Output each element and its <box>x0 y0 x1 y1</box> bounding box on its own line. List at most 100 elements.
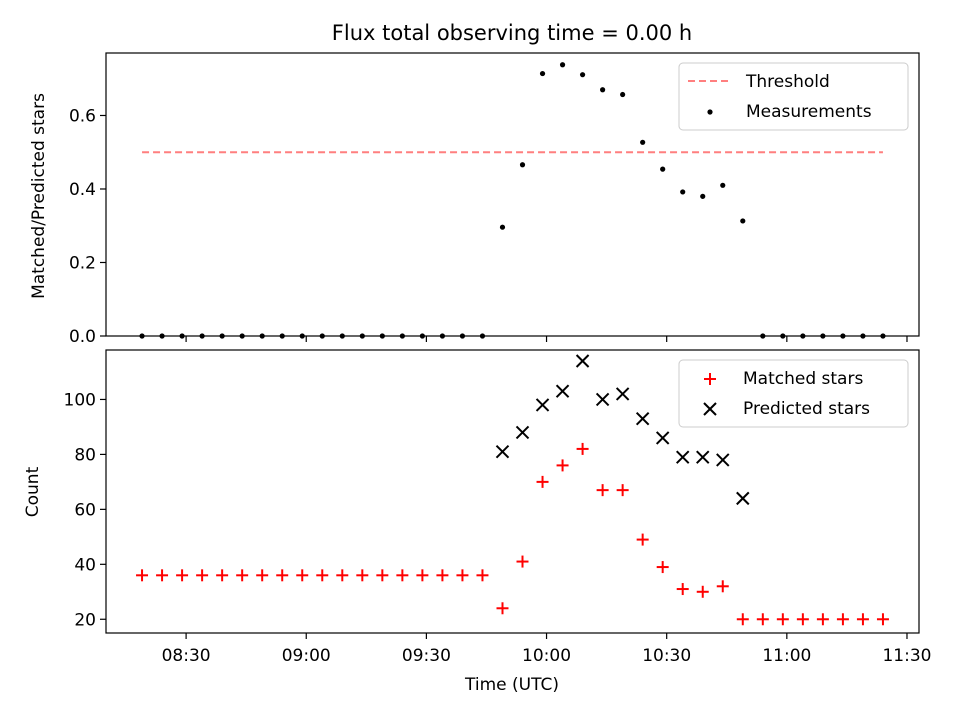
top-y-tick-label: 0.4 <box>69 180 96 200</box>
matched-star-point <box>196 569 209 582</box>
matched-star-point <box>556 459 569 472</box>
matched-star-point <box>776 613 789 626</box>
measurement-point <box>720 182 726 188</box>
matched-star-point <box>816 613 829 626</box>
bottom-y-tick-label: 80 <box>74 445 96 465</box>
matched-star-point <box>236 569 249 582</box>
matched-star-point <box>656 561 669 574</box>
top-y-tick-label: 0.2 <box>69 253 96 273</box>
x-tick-label: 11:30 <box>882 646 931 666</box>
x-tick-label: 11:00 <box>762 646 811 666</box>
matched-star-point <box>376 569 389 582</box>
x-tick-label: 08:30 <box>162 646 211 666</box>
matched-star-point <box>876 613 889 626</box>
legend-threshold-label: Threshold <box>745 72 830 92</box>
predicted-star-point <box>575 354 590 368</box>
matched-star-point <box>756 613 769 626</box>
matched-star-point <box>716 580 729 593</box>
measurement-point <box>539 70 546 77</box>
measurement-point <box>600 87 606 93</box>
matched-star-point <box>396 569 409 582</box>
legend-matched-swatch <box>704 373 716 385</box>
bottom-y-tick-label: 20 <box>74 610 96 630</box>
legend-measurements-swatch <box>707 109 713 115</box>
matched-star-point <box>416 569 429 582</box>
bottom-y-axis-label: Count <box>23 466 43 517</box>
top-y-tick-label: 0.6 <box>69 106 96 126</box>
top-y-tick-label: 0.0 <box>69 327 96 347</box>
measurement-point <box>519 162 526 168</box>
bottom-y-tick-label: 100 <box>64 390 96 410</box>
bottom-legend-box <box>678 359 909 428</box>
matched-star-point <box>296 569 309 582</box>
matched-star-point <box>676 583 689 596</box>
matched-star-point <box>156 569 169 582</box>
x-tick-label: 10:30 <box>642 646 691 666</box>
predicted-star-point <box>736 491 750 506</box>
predicted-star-point <box>676 450 690 464</box>
matched-star-point <box>316 569 329 582</box>
matched-star-point <box>736 613 749 626</box>
matched-star-point <box>216 569 229 582</box>
x-tick-label: 10:00 <box>522 646 571 666</box>
predicted-star-point <box>595 392 610 407</box>
predicted-star-point <box>696 450 710 464</box>
top-panel-frame <box>105 52 920 337</box>
matched-star-point <box>456 569 469 582</box>
predicted-star-point <box>555 384 570 398</box>
matched-star-point <box>576 442 589 455</box>
predicted-star-point <box>716 453 730 467</box>
bottom-y-tick-label: 60 <box>74 500 96 520</box>
predicted-star-point <box>495 444 510 459</box>
predicted-star-point <box>655 431 670 445</box>
measurement-point <box>579 72 586 78</box>
matched-star-point <box>476 569 489 582</box>
legend-predicted-label: Predicted stars <box>743 399 870 419</box>
top-legend: Threshold Measurements <box>678 62 909 131</box>
measurement-point <box>700 193 706 199</box>
matched-star-point <box>636 533 649 546</box>
matched-star-point <box>616 484 629 497</box>
matched-star-point <box>436 569 449 582</box>
measurement-point <box>660 166 666 172</box>
matched-star-point <box>356 569 369 582</box>
measurement-point <box>499 224 506 230</box>
matched-star-point <box>176 569 189 582</box>
predicted-star-point <box>635 411 650 426</box>
x-tick-label: 09:30 <box>402 646 451 666</box>
matched-star-point <box>276 569 289 582</box>
predicted-star-point <box>515 425 530 440</box>
top-panel-title: Flux total observing time = 0.00 h <box>332 21 692 45</box>
legend-measurements-label: Measurements <box>746 102 872 122</box>
predicted-star-point <box>615 387 630 401</box>
legend-predicted-swatch <box>703 402 717 416</box>
bottom-panel-frame <box>105 349 920 634</box>
matched-star-point <box>536 475 549 488</box>
x-tick-label: 09:00 <box>282 646 331 666</box>
matched-star-point <box>696 585 709 598</box>
matched-star-point <box>336 569 349 582</box>
measurement-point <box>680 189 686 195</box>
matched-star-point <box>596 484 609 497</box>
matched-star-point <box>856 613 869 626</box>
matched-star-point <box>136 569 149 582</box>
bottom-y-tick-label: 40 <box>74 555 96 575</box>
matched-star-point <box>256 569 269 582</box>
predicted-star-point <box>535 398 550 412</box>
matched-star-point <box>516 555 529 568</box>
top-panel-plot-area: 0.0 0.2 0.4 0.6 <box>69 62 908 347</box>
bottom-legend: Matched stars Predicted stars <box>678 359 909 428</box>
measurement-point <box>620 91 626 98</box>
matched-star-point <box>796 613 809 626</box>
measurement-point <box>559 62 566 68</box>
top-y-axis-label: Matched/Predicted stars <box>29 93 49 299</box>
legend-matched-label: Matched stars <box>743 369 863 389</box>
top-legend-box <box>678 62 909 131</box>
measurement-point <box>640 139 646 145</box>
x-axis-label: Time (UTC) <box>464 675 559 695</box>
bottom-panel-plot-area: 20 40 60 80 100 08:30 09:00 09:30 10:00 10:30 11:0… <box>64 354 931 666</box>
measurement-point <box>740 218 746 224</box>
matched-star-point <box>836 613 849 626</box>
matched-star-point <box>496 602 509 615</box>
